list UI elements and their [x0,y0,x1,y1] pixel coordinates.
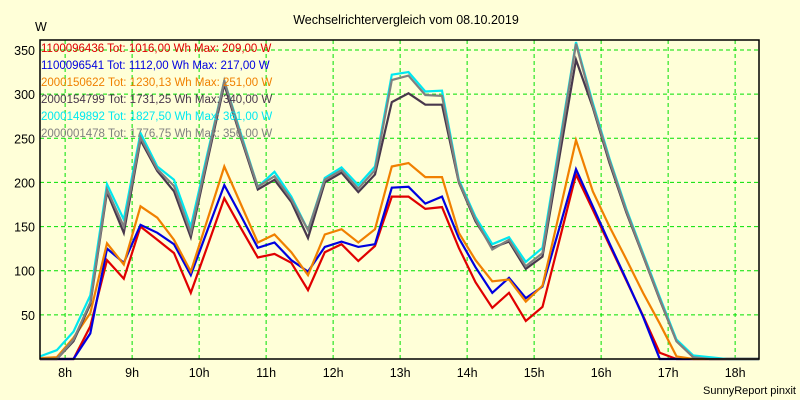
series-line-1100096541 [40,166,760,361]
x-tick-label: 12h [323,366,344,380]
series-line-2000001478 [40,43,760,361]
y-tick-labels: 50 100 150 200 250 300 350 [14,44,35,323]
y-tick-label: 50 [21,309,35,323]
x-tick-label: 9h [125,366,139,380]
legend: 1100096436 Tot: 1016,00 Wh Max: 209,00 W… [41,43,272,140]
grid [40,40,759,359]
series-line-1100096436 [40,171,760,361]
y-axis-label: W [35,20,47,34]
x-tick-label: 18h [725,366,746,380]
series-line-2000149892 [39,41,760,361]
x-tick-label: 11h [256,366,276,380]
x-tick-labels: 8h 9h 10h 11h 12h 13h 14h 15h 16h 17h 18h [58,366,745,380]
footer-credit: SunnyReport pinxit [703,385,796,397]
y-tick-label: 150 [14,221,35,235]
x-tick-label: 10h [189,366,210,380]
x-tick-label: 13h [390,366,411,380]
plot-frame [39,39,760,360]
x-tick-label: 16h [591,366,612,380]
legend-entry-2000150622: 2000150622 Tot: 1230,13 Wh Max: 251,00 W [41,77,272,89]
x-tick-label: 8h [58,366,72,380]
legend-entry-2000154799: 2000154799 Tot: 1731,25 Wh Max: 340,00 W [41,94,272,106]
x-tick-label: 14h [457,366,478,380]
y-tick-label: 250 [14,132,35,146]
y-tick-label: 350 [14,44,35,58]
series-line-2000150622 [39,135,760,361]
y-tick-label: 200 [14,176,35,190]
chart-title: Wechselrichtervergleich vom 08.10.2019 [293,13,519,27]
y-tick-label: 300 [14,88,35,102]
x-tick-label: 17h [658,366,679,380]
legend-entry-2000001478: 2000001478 Tot: 1776,75 Wh Max: 356,00 W [41,128,272,140]
x-tick-label: 15h [524,366,545,380]
series-lines [39,41,760,361]
legend-entry-1100096541: 1100096541 Tot: 1112,00 Wh Max: 217,00 W [41,60,270,72]
legend-entry-2000149892: 2000149892 Tot: 1827,50 Wh Max: 361,00 W [41,111,272,123]
y-tick-label: 100 [14,265,35,279]
legend-entry-1100096436: 1100096436 Tot: 1016,00 Wh Max: 209,00 W [41,43,272,55]
